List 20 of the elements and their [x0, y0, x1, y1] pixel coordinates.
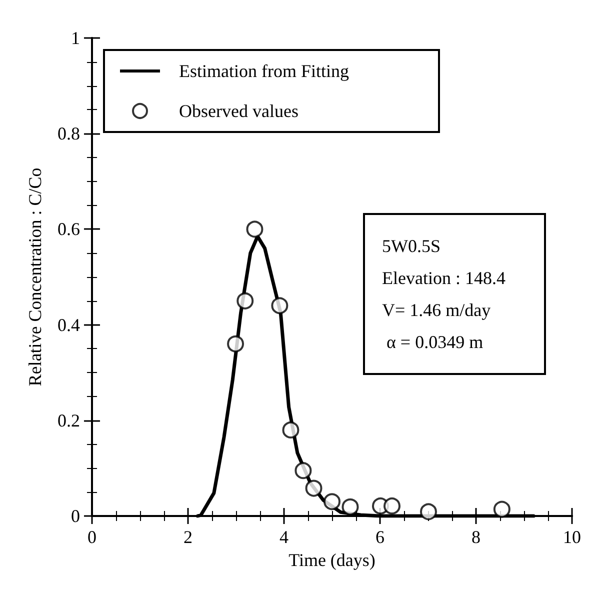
x-tick-label: 6	[376, 527, 384, 547]
y-axis-title: Relative Concentration : C/Co	[25, 168, 45, 386]
annotation: α = 0.0349 m	[382, 332, 484, 352]
x-tick-label: 2	[184, 527, 192, 547]
legend-label: Estimation from Fitting	[179, 61, 349, 81]
x-axis-title: Time (days)	[288, 550, 376, 570]
y-tick-label: 1	[71, 28, 80, 48]
y-tick-label: 0.6	[58, 219, 80, 240]
annotation: Elevation : 148.4	[382, 268, 506, 288]
x-tick-label: 0	[88, 527, 96, 547]
annotation: V= 1.46 m/day	[382, 300, 491, 320]
y-tick-label: 0.4	[58, 314, 80, 335]
x-tick-label: 8	[472, 527, 480, 547]
x-tick-label: 4	[280, 527, 288, 547]
x-tick-label: 10	[563, 527, 581, 547]
y-tick-label: 0	[71, 506, 80, 526]
y-tick-label: 0.2	[58, 410, 80, 430]
y-tick-label: 0.8	[58, 124, 80, 144]
annotation: 5W0.5S	[382, 236, 440, 256]
legend-label: Observed values	[179, 101, 298, 121]
